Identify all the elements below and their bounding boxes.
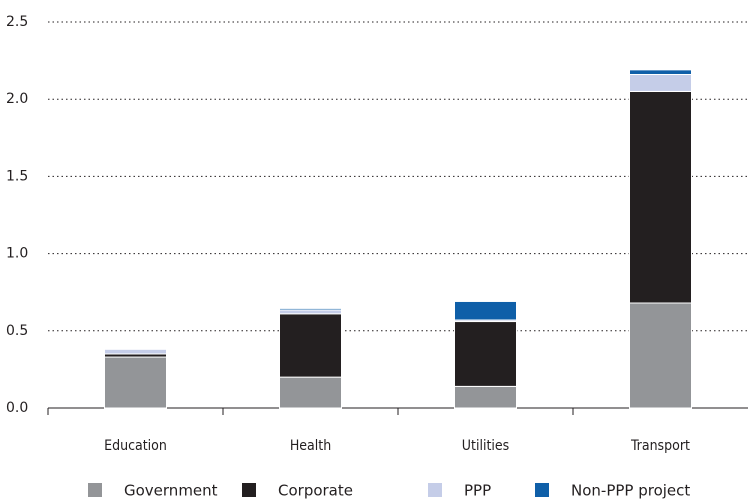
y-tick-label: 1.5 bbox=[6, 168, 28, 184]
x-tick-label: Utilities bbox=[462, 438, 509, 454]
legend-swatch bbox=[242, 483, 256, 497]
bar-segment bbox=[629, 302, 692, 409]
y-tick-label: 1.0 bbox=[6, 246, 28, 262]
bar-segment bbox=[629, 90, 692, 304]
legend-swatch bbox=[535, 483, 549, 497]
bar-segment bbox=[454, 300, 517, 321]
bar-segment bbox=[629, 73, 692, 92]
bar-segment bbox=[279, 376, 342, 409]
y-tick-label: 2.5 bbox=[6, 14, 28, 30]
bar-segment bbox=[279, 309, 342, 315]
legend-label: Non-PPP project bbox=[571, 482, 690, 500]
bar-segment bbox=[104, 356, 167, 409]
bar-segment bbox=[279, 307, 342, 311]
bar-segment bbox=[279, 313, 342, 378]
y-tick-label: 2.0 bbox=[6, 91, 28, 107]
bar-segment bbox=[454, 385, 517, 409]
y-tick-label: 0.5 bbox=[6, 323, 28, 339]
legend-label: Government bbox=[124, 482, 218, 500]
x-tick-label: Education bbox=[104, 438, 167, 454]
bar-segment bbox=[104, 348, 167, 355]
x-tick-label: Transport bbox=[630, 438, 690, 454]
y-tick-label: 0.0 bbox=[6, 400, 28, 416]
bar-segment bbox=[629, 69, 692, 75]
bar-segment bbox=[454, 321, 517, 387]
legend-swatch bbox=[88, 483, 102, 497]
x-tick-label: Health bbox=[290, 438, 331, 454]
legend-swatch bbox=[428, 483, 442, 497]
legend-label: PPP bbox=[464, 482, 491, 500]
legend-label: Corporate bbox=[278, 482, 353, 500]
